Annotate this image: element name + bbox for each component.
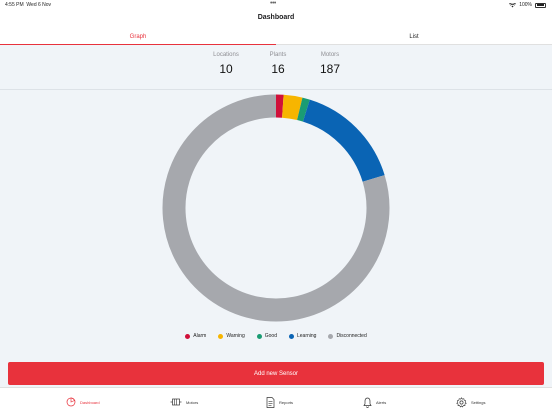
motors-icon: [170, 397, 182, 407]
battery-percent: 100%: [519, 2, 532, 8]
nav-settings[interactable]: Settings: [456, 397, 485, 408]
legend-item-disconnected: Disconnected: [328, 333, 366, 339]
add-new-sensor-button[interactable]: Add new Sensor: [8, 362, 544, 385]
legend-item-good: Good: [257, 333, 277, 339]
legend-item-alarm: Alarm: [185, 333, 206, 339]
legend-label: Disconnected: [336, 333, 366, 339]
legend-item-learning: Learning: [289, 333, 316, 339]
nav-dashboard[interactable]: Dashboard: [66, 397, 100, 407]
nav-label: Alerts: [376, 400, 386, 405]
status-donut-chart: [160, 92, 392, 324]
stat-label: Locations: [196, 52, 256, 58]
status-time-text: 4:55 PM: [5, 2, 24, 8]
battery-icon: [535, 3, 546, 8]
donut-slice-warning: [283, 106, 300, 109]
stat-plants: Plants 16: [248, 52, 308, 76]
nav-label: Dashboard: [80, 400, 100, 405]
status-time: 4:55 PM Wed 6 Nov: [5, 2, 51, 8]
legend-dot-disconnected: [328, 334, 333, 339]
legend-dot-alarm: [185, 334, 190, 339]
legend-dot-warning: [218, 334, 223, 339]
nav-label: Reports: [279, 400, 293, 405]
donut-slice-learning: [306, 111, 373, 179]
dashboard-icon: [66, 397, 76, 407]
stat-label: Plants: [248, 52, 308, 58]
stat-value: 10: [196, 62, 256, 76]
reports-icon: [266, 397, 275, 408]
legend-item-warning: Warning: [218, 333, 244, 339]
multitasking-dots-icon[interactable]: •••: [270, 0, 276, 7]
page-title: Dashboard: [0, 14, 552, 21]
status-date: Wed 6 Nov: [26, 2, 51, 8]
status-right: 100%: [509, 2, 546, 8]
status-bar: 4:55 PM Wed 6 Nov ••• 100%: [0, 0, 552, 10]
wifi-icon: [509, 3, 516, 8]
bottom-tab-bar: Dashboard Motors Reports Alerts: [0, 387, 552, 415]
stat-locations: Locations 10: [196, 52, 256, 76]
nav-reports[interactable]: Reports: [266, 397, 293, 408]
dashboard-content: Locations 10 Plants 16 Motors 187 Alarm …: [0, 45, 552, 387]
nav-label: Motors: [186, 400, 198, 405]
tab-graph[interactable]: Graph: [0, 32, 276, 45]
legend-label: Good: [265, 333, 277, 339]
chart-legend: Alarm Warning Good Learning Disconnected: [0, 333, 552, 339]
stat-motors: Motors 187: [300, 52, 360, 76]
tab-list[interactable]: List: [276, 32, 552, 45]
stat-label: Motors: [300, 52, 360, 58]
stat-value: 16: [248, 62, 308, 76]
stat-value: 187: [300, 62, 360, 76]
legend-dot-learning: [289, 334, 294, 339]
legend-dot-good: [257, 334, 262, 339]
nav-alerts[interactable]: Alerts: [363, 397, 386, 408]
gear-icon: [456, 397, 467, 408]
bell-icon: [363, 397, 372, 408]
legend-label: Warning: [226, 333, 244, 339]
nav-motors[interactable]: Motors: [170, 397, 198, 407]
legend-label: Alarm: [193, 333, 206, 339]
segmented-tabs: Graph List: [0, 32, 552, 45]
legend-label: Learning: [297, 333, 316, 339]
divider: [0, 89, 552, 90]
nav-label: Settings: [471, 400, 485, 405]
donut-slice-good: [300, 109, 307, 111]
